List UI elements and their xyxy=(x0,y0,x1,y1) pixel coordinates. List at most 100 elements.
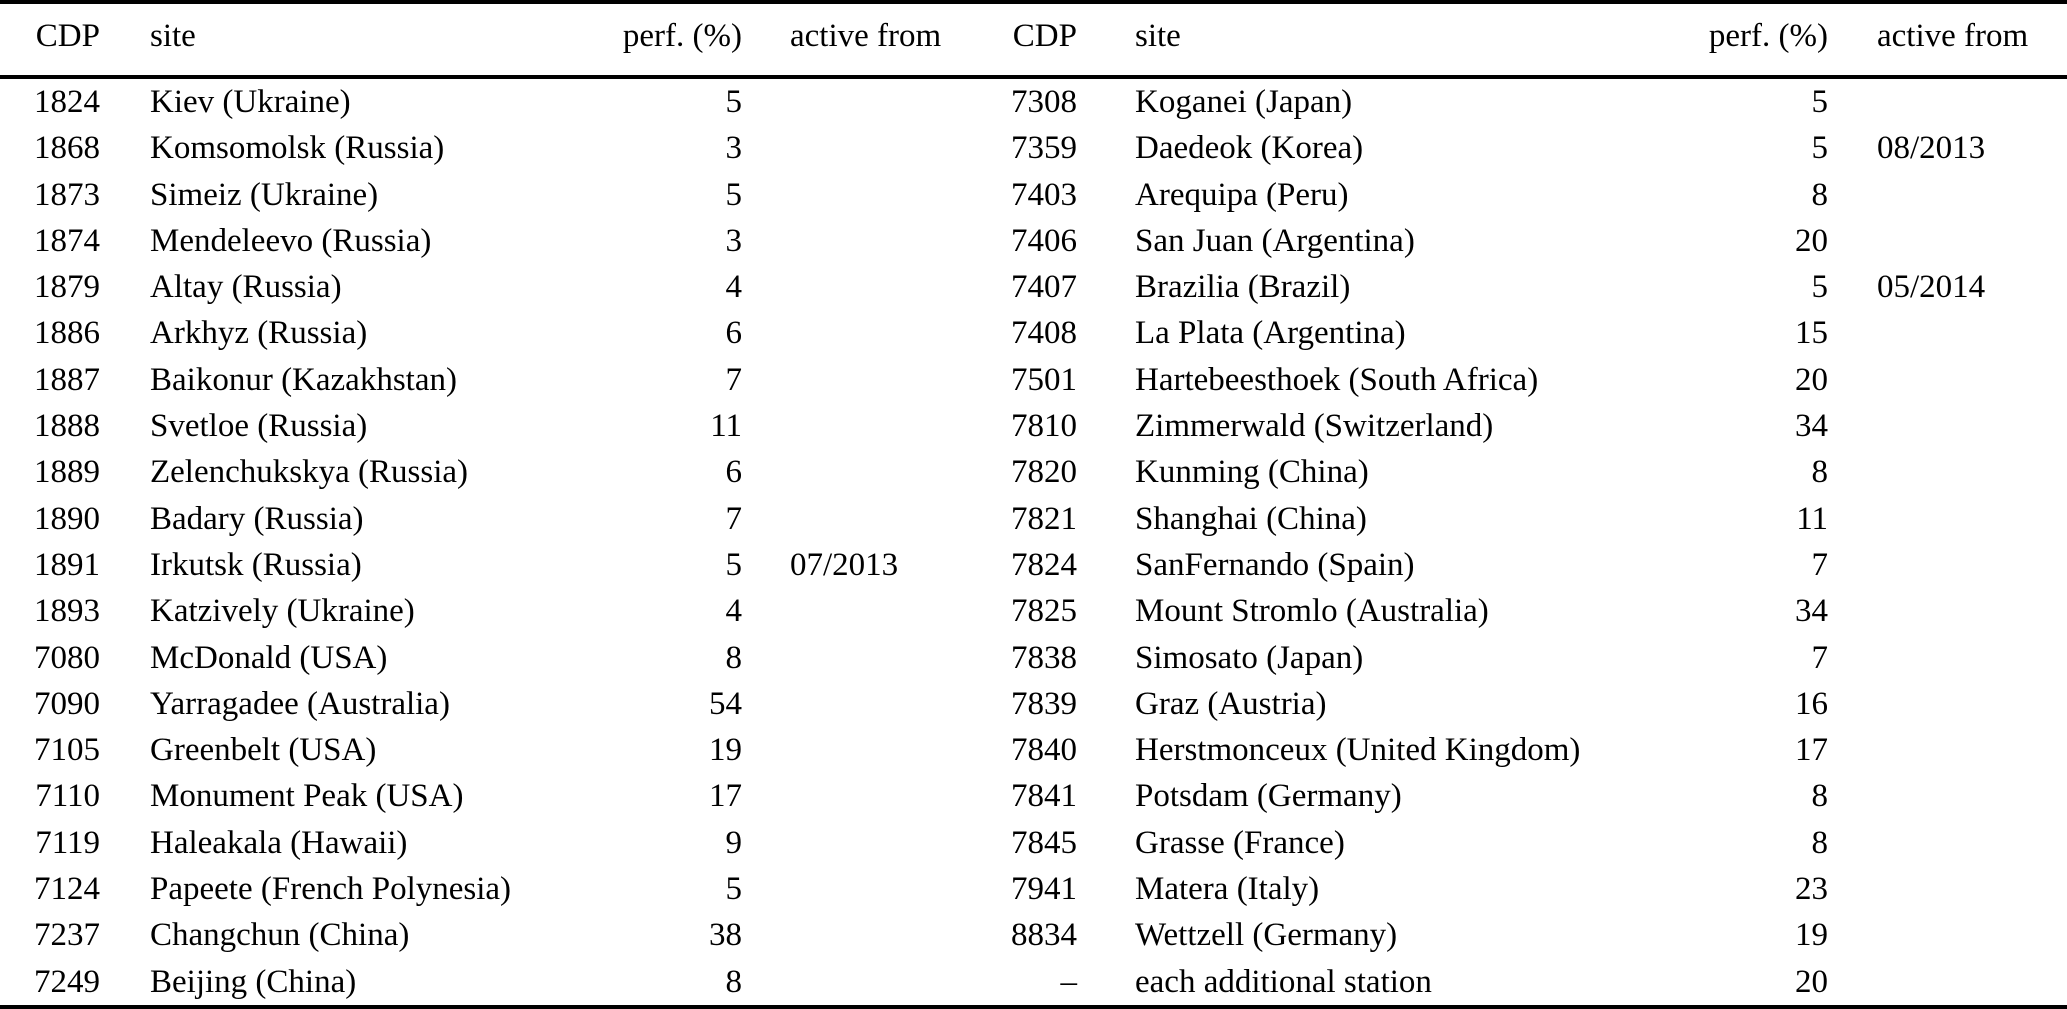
table-row: 7080 McDonald (USA) 8 7838 Simosato (Japan) 7 xyxy=(0,635,2067,681)
table-row: 1891 Irkutsk (Russia) 5 07/2013 7824 SanFerna… xyxy=(0,542,2067,588)
active-from-cell-left: 07/2013 xyxy=(790,546,899,583)
active-from-cell-left xyxy=(742,959,965,1005)
site-cell-right: Potsdam (Germany) xyxy=(1135,778,1402,815)
header-active-from-left: active from xyxy=(790,18,942,54)
perf-cell-left: 5 xyxy=(725,546,743,583)
table-row: 7110 Monument Peak (USA) 17 7841 Potsdam (Ge… xyxy=(0,773,2067,819)
site-cell-left: Irkutsk (Russia) xyxy=(150,546,362,583)
cdp-cell-left: 7080 xyxy=(34,639,100,676)
header-site-right: site xyxy=(1135,18,1181,54)
header-perf-right: perf. (%) xyxy=(1708,18,1828,54)
site-cell-left: Baikonur (Kazakhstan) xyxy=(150,361,457,398)
active-from-cell-left xyxy=(742,125,965,171)
site-cell-left: Changchun (China) xyxy=(150,917,410,954)
perf-cell-left: 4 xyxy=(725,593,743,630)
cdp-cell-right: 7840 xyxy=(1011,732,1077,769)
site-cell-right: Hartebeesthoek (South Africa) xyxy=(1135,361,1539,398)
cdp-cell-right: 7308 xyxy=(1011,84,1077,120)
perf-cell-left: 3 xyxy=(725,130,743,167)
site-cell-left: Papeete (French Polynesia) xyxy=(150,871,512,908)
active-from-cell-left xyxy=(742,172,965,218)
cdp-cell-right: 8834 xyxy=(1011,917,1077,954)
cdp-cell-left: 7124 xyxy=(34,871,100,908)
perf-cell-right: 15 xyxy=(1795,315,1828,352)
cdp-cell-right: 7825 xyxy=(1011,593,1077,630)
perf-cell-left: 9 xyxy=(725,824,743,861)
perf-cell-right: 34 xyxy=(1795,593,1828,630)
active-from-cell-left xyxy=(742,496,965,542)
table-row: 1887 Baikonur (Kazakhstan) 7 7501 Hartebeest… xyxy=(0,357,2067,403)
cdp-cell-right: 7821 xyxy=(1011,500,1077,537)
site-cell-right: Wettzell (Germany) xyxy=(1135,917,1398,954)
perf-cell-right: 17 xyxy=(1795,732,1828,769)
perf-cell-left: 8 xyxy=(725,639,743,676)
table-row: 1874 Mendeleevo (Russia) 3 7406 San Juan (Ar… xyxy=(0,218,2067,264)
active-from-cell-right xyxy=(1828,635,2067,681)
site-cell-right: Arequipa (Peru) xyxy=(1135,176,1349,213)
active-from-cell-left xyxy=(742,218,965,264)
header-site-left: site xyxy=(150,18,196,54)
table-row: 1889 Zelenchukskya (Russia) 6 7820 Kunming (… xyxy=(0,449,2067,495)
cdp-cell-right: – xyxy=(1060,963,1078,1000)
active-from-cell-left xyxy=(742,588,965,634)
perf-cell-right: 5 xyxy=(1811,130,1829,167)
table-row: 1879 Altay (Russia) 4 7407 Brazilia (Brazil)… xyxy=(0,264,2067,310)
perf-cell-left: 38 xyxy=(709,917,742,954)
table-row: 7124 Papeete (French Polynesia) 5 7941 Mater… xyxy=(0,866,2067,912)
cdp-cell-right: 7841 xyxy=(1011,778,1077,815)
active-from-cell-left xyxy=(742,681,965,727)
cdp-cell-left: 1890 xyxy=(34,500,100,537)
active-from-cell-right xyxy=(1828,773,2067,819)
perf-cell-left: 17 xyxy=(709,778,742,815)
cdp-cell-right: 7359 xyxy=(1011,130,1077,167)
cdp-cell-left: 1893 xyxy=(34,593,100,630)
perf-cell-left: 11 xyxy=(710,408,742,445)
site-cell-left: Zelenchukskya (Russia) xyxy=(150,454,468,491)
perf-cell-left: 5 xyxy=(725,84,743,120)
table-row: 7119 Haleakala (Hawaii) 9 7845 Grasse (Franc… xyxy=(0,820,2067,866)
active-from-cell-right xyxy=(1828,912,2067,958)
active-from-cell-right: 08/2013 xyxy=(1877,130,1986,167)
site-cell-left: Komsomolsk (Russia) xyxy=(150,130,445,167)
site-cell-left: Monument Peak (USA) xyxy=(150,778,464,815)
cdp-cell-right: 7820 xyxy=(1011,454,1077,491)
site-cell-left: Haleakala (Hawaii) xyxy=(150,824,408,861)
perf-cell-left: 7 xyxy=(725,500,743,537)
active-from-cell-right xyxy=(1828,727,2067,773)
table-row: 1893 Katzively (Ukraine) 4 7825 Mount Stroml… xyxy=(0,588,2067,634)
site-cell-right: SanFernando (Spain) xyxy=(1135,546,1415,583)
perf-cell-left: 5 xyxy=(725,871,743,908)
table-row: 1873 Simeiz (Ukraine) 5 7403 Arequipa (Peru)… xyxy=(0,172,2067,218)
active-from-cell-left xyxy=(742,820,965,866)
perf-cell-left: 6 xyxy=(725,315,743,352)
header-cdp-right: CDP xyxy=(1012,18,1077,54)
perf-cell-right: 19 xyxy=(1795,917,1828,954)
table-row: 1886 Arkhyz (Russia) 6 7408 La Plata (Argent… xyxy=(0,310,2067,356)
perf-cell-right: 7 xyxy=(1811,639,1829,676)
cdp-cell-left: 7090 xyxy=(34,685,100,722)
active-from-cell-right xyxy=(1828,310,2067,356)
cdp-cell-right: 7403 xyxy=(1011,176,1077,213)
perf-cell-left: 7 xyxy=(725,361,743,398)
active-from-cell-right xyxy=(1828,79,2067,125)
site-cell-left: Greenbelt (USA) xyxy=(150,732,377,769)
perf-cell-left: 4 xyxy=(725,269,743,306)
cdp-cell-left: 1887 xyxy=(34,361,100,398)
perf-cell-left: 6 xyxy=(725,454,743,491)
active-from-cell-right xyxy=(1828,681,2067,727)
cdp-cell-right: 7810 xyxy=(1011,408,1077,445)
active-from-cell-right xyxy=(1828,172,2067,218)
cdp-cell-right: 7845 xyxy=(1011,824,1077,861)
cdp-cell-left: 7237 xyxy=(34,917,100,954)
active-from-cell-left xyxy=(742,912,965,958)
cdp-cell-left: 7249 xyxy=(34,963,100,1000)
cdp-cell-right: 7824 xyxy=(1011,546,1077,583)
perf-cell-right: 20 xyxy=(1795,222,1828,259)
active-from-cell-right xyxy=(1828,588,2067,634)
perf-cell-right: 8 xyxy=(1811,176,1829,213)
site-cell-left: Yarragadee (Australia) xyxy=(150,685,450,722)
table-row: 1890 Badary (Russia) 7 7821 Shanghai (China)… xyxy=(0,496,2067,542)
table-row: 7090 Yarragadee (Australia) 54 7839 Graz (Au… xyxy=(0,681,2067,727)
header-perf-left: perf. (%) xyxy=(622,18,742,54)
site-cell-right: Herstmonceux (United Kingdom) xyxy=(1135,732,1581,769)
